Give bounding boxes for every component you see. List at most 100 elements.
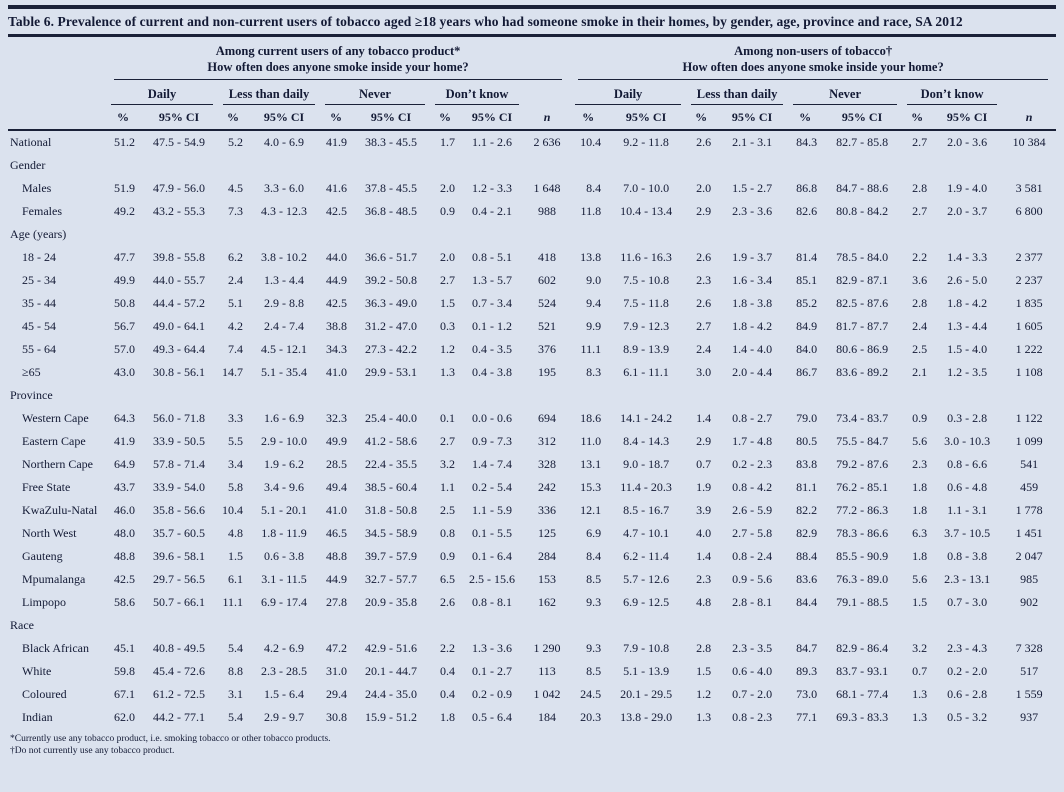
n-cell: 2 636 — [533, 135, 561, 149]
pct-header: % — [570, 105, 607, 131]
ci-cell: 9.0 - 18.7 — [623, 457, 670, 471]
pct-cell: 67.1 — [114, 687, 135, 701]
pct-cell: 4.5 — [228, 181, 243, 195]
ci-cell: 5.1 - 13.9 — [623, 664, 670, 678]
ci-header: 95% CI — [822, 105, 903, 131]
pct-cell: 8.3 — [586, 365, 602, 379]
n-cell: 2 377 — [1015, 250, 1043, 264]
pct-cell: 6.2 — [228, 250, 243, 264]
n-cell: 195 — [538, 365, 557, 379]
ci-cell: 4.2 - 6.9 — [264, 641, 304, 655]
group-header-daily-nonusers: Daily — [570, 80, 686, 105]
ci-cell: 0.1 - 2.7 — [472, 664, 512, 678]
ci-cell: 20.1 - 29.5 — [620, 687, 673, 701]
ci-cell: 84.7 - 88.6 — [836, 181, 889, 195]
ci-cell: 77.2 - 86.3 — [836, 503, 889, 517]
ci-cell: 76.2 - 85.1 — [836, 480, 889, 494]
n-cell: 937 — [1020, 710, 1039, 724]
ci-cell: 0.7 - 3.4 — [472, 296, 512, 310]
ci-cell: 34.5 - 58.9 — [365, 526, 417, 540]
n-cell: 1 605 — [1015, 319, 1043, 333]
pct-cell: 1.8 — [912, 503, 928, 517]
ci-cell: 50.7 - 66.1 — [153, 595, 205, 609]
pct-cell: 0.8 — [440, 526, 455, 540]
pct-cell: 10.4 — [222, 503, 243, 517]
pct-cell: 2.5 — [912, 342, 928, 356]
row-label: Northern Cape — [22, 457, 93, 471]
ci-cell: 2.0 - 4.4 — [732, 365, 773, 379]
pct-cell: 48.8 — [326, 549, 347, 563]
row-label: 18 - 24 — [22, 250, 56, 264]
ci-cell: 2.6 - 5.0 — [947, 273, 988, 287]
pct-cell: 3.9 — [696, 503, 712, 517]
pct-cell: 46.5 — [326, 526, 347, 540]
ci-cell: 39.6 - 58.1 — [153, 549, 205, 563]
n-cell: 1 290 — [533, 641, 561, 655]
n-cell: 1 778 — [1015, 503, 1043, 517]
pct-cell: 0.1 — [440, 411, 455, 425]
ci-cell: 0.2 - 0.9 — [472, 687, 512, 701]
n-cell: 10 384 — [1012, 135, 1046, 149]
n-cell: 1 559 — [1015, 687, 1043, 701]
n-cell: 312 — [538, 434, 557, 448]
section-row: Province — [8, 384, 1056, 407]
pct-cell: 4.0 — [696, 526, 712, 540]
ci-cell: 81.7 - 87.7 — [836, 319, 889, 333]
ci-cell: 38.5 - 60.4 — [365, 480, 417, 494]
pct-cell: 2.3 — [912, 457, 928, 471]
ci-cell: 36.6 - 51.7 — [365, 250, 417, 264]
table-row: Females 49.2 43.2 - 55.3 7.3 4.3 - 12.3 42.5 3… — [8, 200, 1056, 223]
row-label: Indian — [22, 710, 53, 724]
row-label: North West — [22, 526, 77, 540]
pct-cell: 80.5 — [796, 434, 818, 448]
ci-header: 95% CI — [352, 105, 430, 131]
ci-cell: 31.8 - 50.8 — [365, 503, 417, 517]
pct-cell: 0.7 — [912, 664, 928, 678]
ci-cell: 47.9 - 56.0 — [153, 181, 205, 195]
pct-cell: 11.8 — [580, 204, 602, 218]
pct-header: % — [902, 105, 933, 131]
ci-cell: 0.7 - 3.0 — [947, 595, 988, 609]
pct-cell: 2.7 — [440, 273, 455, 287]
group-header-daily-current: Daily — [106, 80, 218, 105]
ci-cell: 0.8 - 2.4 — [732, 549, 773, 563]
ci-cell: 82.5 - 87.6 — [836, 296, 889, 310]
ci-cell: 0.8 - 6.6 — [947, 457, 988, 471]
pct-cell: 1.5 — [440, 296, 455, 310]
ci-cell: 0.2 - 2.3 — [732, 457, 773, 471]
ci-cell: 0.8 - 4.2 — [732, 480, 773, 494]
ci-cell: 9.2 - 11.8 — [623, 135, 669, 149]
n-cell: 6 800 — [1015, 204, 1043, 218]
ci-cell: 0.9 - 7.3 — [472, 434, 512, 448]
ci-cell: 1.3 - 3.6 — [472, 641, 512, 655]
n-cell: 541 — [1020, 457, 1039, 471]
row-label-column-header — [8, 37, 106, 131]
pct-cell: 64.3 — [114, 411, 135, 425]
row-label: White — [22, 664, 52, 678]
row-label: Limpopo — [22, 595, 66, 609]
pct-cell: 44.9 — [326, 572, 347, 586]
ci-cell: 2.3 - 4.3 — [947, 641, 988, 655]
pct-cell: 85.1 — [796, 273, 818, 287]
n-header: n — [1002, 105, 1057, 131]
n-cell: 524 — [538, 296, 557, 310]
pct-cell: 9.4 — [586, 296, 602, 310]
n-cell: 1 222 — [1015, 342, 1043, 356]
pct-cell: 84.9 — [796, 319, 818, 333]
ci-cell: 3.7 - 10.5 — [944, 526, 991, 540]
pct-cell: 13.8 — [580, 250, 602, 264]
pct-cell: 3.4 — [228, 457, 243, 471]
pct-cell: 62.0 — [114, 710, 135, 724]
row-label: Coloured — [22, 687, 67, 701]
ci-cell: 0.0 - 0.6 — [472, 411, 512, 425]
ci-cell: 4.7 - 10.1 — [623, 526, 670, 540]
ci-cell: 36.8 - 48.5 — [365, 204, 417, 218]
ci-cell: 8.5 - 16.7 — [623, 503, 670, 517]
table-row: Northern Cape 64.9 57.8 - 71.4 3.4 1.9 - 6.2… — [8, 453, 1056, 476]
pct-cell: 5.4 — [228, 641, 243, 655]
pct-cell: 5.1 — [228, 296, 243, 310]
ci-cell: 5.1 - 20.1 — [261, 503, 307, 517]
ci-cell: 45.4 - 72.6 — [153, 664, 205, 678]
pct-cell: 43.0 — [114, 365, 135, 379]
ci-cell: 61.2 - 72.5 — [153, 687, 205, 701]
